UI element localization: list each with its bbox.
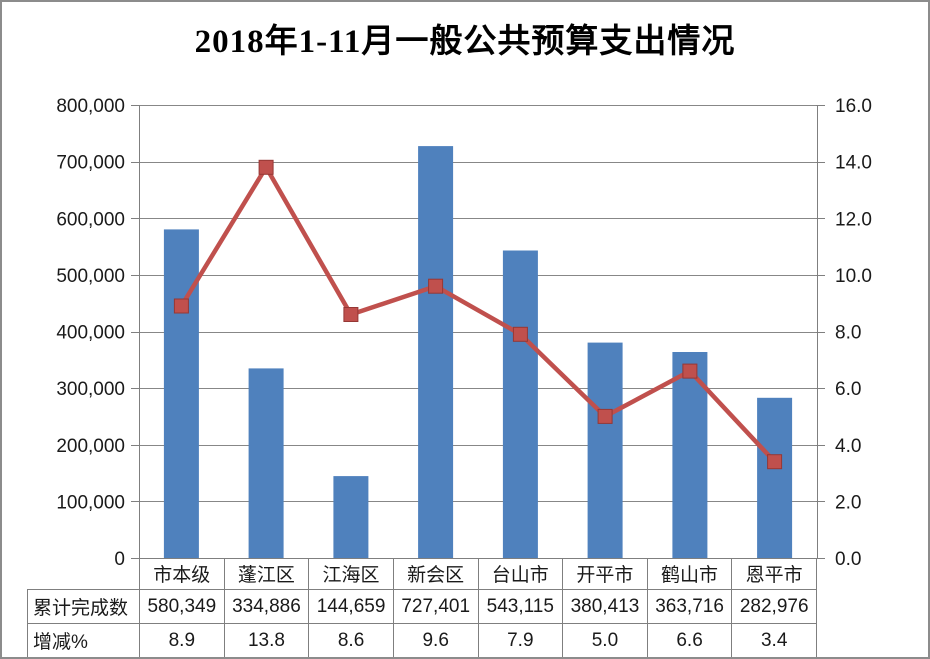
left-axis-label: 500,000: [56, 266, 125, 287]
category-header-row: 市本级 蓬江区 江海区 新会区 台山市 开平市 鹤山市 恩平市: [28, 558, 817, 590]
category-label: 鹤山市: [646, 558, 733, 590]
category-label: 江海区: [308, 558, 394, 590]
table-row: 累计完成数 580,349 334,886 144,659 727,401 543,115…: [27, 589, 817, 624]
table-value-cell: 8.6: [308, 623, 394, 657]
table-corner-cell: [28, 558, 140, 590]
data-table: 市本级 蓬江区 江海区 新会区 台山市 开平市 鹤山市 恩平市 累计完成数 580,349 334,…: [27, 558, 817, 657]
marker-市本级: [173, 298, 189, 314]
left-axis-label: 400,000: [56, 323, 125, 344]
right-axis-label: 4.0: [835, 436, 861, 457]
category-label: 台山市: [477, 558, 564, 590]
bar-江海区: [333, 476, 369, 558]
table-value-cell: 727,401: [392, 589, 479, 624]
marker-开平市: [597, 408, 613, 424]
left-axis-label: 200,000: [56, 436, 125, 457]
bar-恩平市: [757, 397, 793, 558]
table-value-cell: 8.9: [139, 623, 225, 657]
marker-新会区: [428, 278, 444, 294]
left-axis-label: 700,000: [56, 153, 125, 174]
right-axis-label: 16.0: [835, 96, 872, 117]
right-axis-label: 12.0: [835, 209, 872, 230]
trend-line: [179, 165, 777, 464]
table-value-cell: 282,976: [731, 589, 817, 624]
bar-series: [163, 146, 793, 558]
left-axis-label: 800,000: [56, 96, 125, 117]
table-value-cell: 3.4: [731, 623, 817, 657]
right-axis-label: 6.0: [835, 379, 861, 400]
table-value-cell: 144,659: [308, 589, 394, 624]
right-axis-label: 8.0: [835, 323, 861, 344]
category-label: 恩平市: [731, 558, 817, 590]
marker-鹤山市: [682, 363, 698, 379]
bar-新会区: [418, 146, 454, 558]
table-value-cell: 334,886: [223, 589, 310, 624]
category-label: 蓬江区: [223, 558, 310, 590]
marker-江海区: [343, 307, 359, 322]
right-axis-label: 14.0: [835, 153, 872, 174]
bar-台山市: [502, 250, 538, 558]
table-value-cell: 13.8: [223, 623, 310, 657]
category-label: 开平市: [562, 558, 648, 590]
category-label: 市本级: [139, 558, 225, 590]
left-axis-label: 300,000: [56, 379, 125, 400]
left-axis-label: 600,000: [56, 209, 125, 230]
table-value-cell: 543,115: [477, 589, 564, 624]
axes: [131, 105, 825, 559]
left-axis-label: 0: [114, 549, 125, 570]
row-label: 累计完成数: [27, 589, 140, 624]
table-value-cell: 5.0: [562, 623, 648, 657]
left-axis-label: 100,000: [56, 492, 125, 513]
table-value-cell: 9.6: [392, 623, 479, 657]
table-value-cell: 580,349: [139, 589, 225, 624]
bar-开平市: [587, 342, 623, 558]
table-value-cell: 7.9: [477, 623, 564, 657]
marker-台山市: [512, 326, 528, 342]
table-value-cell: 380,413: [562, 589, 648, 624]
table-value-cell: 6.6: [646, 623, 733, 657]
table-row: 增减% 8.9 13.8 8.6 9.6 7.9 5.0 6.6 3.4: [27, 623, 817, 657]
category-label: 新会区: [392, 558, 479, 590]
right-axis-label: 0.0: [835, 549, 861, 570]
right-axis-label: 10.0: [835, 266, 872, 287]
right-axis-label: 2.0: [835, 492, 861, 513]
table-value-cell: 363,716: [646, 589, 733, 624]
gridlines: [139, 105, 817, 502]
bar-市本级: [163, 229, 199, 558]
line-markers: [173, 159, 783, 470]
axis-labels: 0 100,000 200,000 300,000 400,000 500,000 600,…: [56, 96, 872, 570]
marker-恩平市: [767, 454, 783, 470]
chart-title: 2018年1-11月一般公共预算支出情况: [194, 24, 736, 60]
marker-蓬江区: [258, 159, 274, 175]
row-label: 增减%: [27, 623, 140, 657]
bar-蓬江区: [248, 368, 284, 558]
